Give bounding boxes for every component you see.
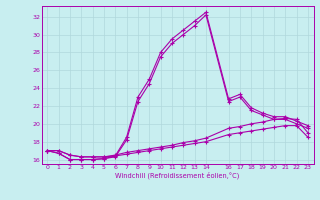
X-axis label: Windchill (Refroidissement éolien,°C): Windchill (Refroidissement éolien,°C): [116, 172, 240, 179]
